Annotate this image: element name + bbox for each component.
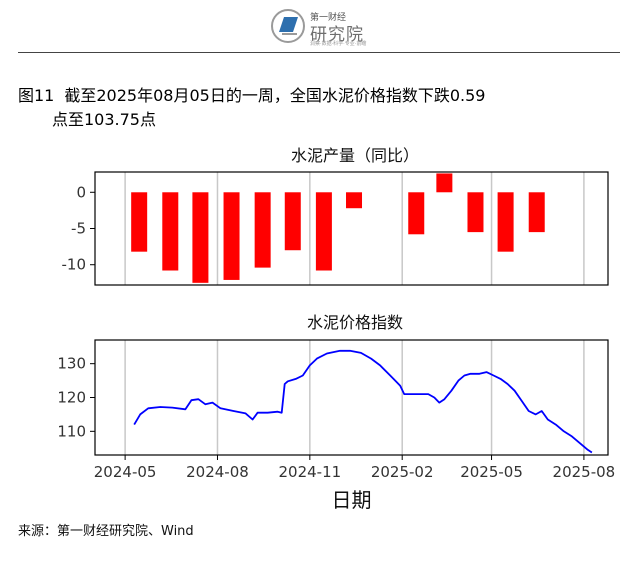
bar-2024-09	[254, 192, 271, 268]
bar-2025-03	[436, 173, 453, 193]
bar-2025-06	[528, 192, 545, 233]
logo-mark-icon	[271, 9, 305, 43]
x-tick-label: 2024-11	[278, 463, 341, 481]
line-chart-title: 水泥价格指数	[306, 313, 403, 332]
bar-y-tick-label: 0	[76, 183, 86, 201]
x-tick-label: 2024-05	[94, 463, 157, 481]
figure-title: 图11 截至2025年08月05日的一周，全国水泥价格指数下跌0.59 点至103…	[18, 84, 485, 132]
bar-y-tick-label: -5	[71, 220, 86, 238]
figure-title-line1: 截至2025年08月05日的一周，全国水泥价格指数下跌0.59	[64, 86, 486, 105]
x-tick-label: 2025-08	[553, 463, 616, 481]
x-tick-label: 2025-02	[371, 463, 434, 481]
bar-2024-07	[192, 192, 209, 283]
source-note: 来源：第一财经研究院、Wind	[18, 524, 194, 539]
line-y-tick-label: 110	[57, 422, 86, 440]
bar-2025-04	[467, 192, 484, 233]
price-index-line	[133, 349, 593, 454]
line-y-tick-label: 120	[57, 389, 86, 407]
bar-chart-title: 水泥产量（同比）	[290, 146, 419, 165]
bar-2024-10	[284, 192, 301, 251]
x-tick-label: 2024-08	[186, 463, 249, 481]
bar-2024-08	[223, 192, 240, 280]
bar-2025-05	[497, 192, 514, 252]
bar-2024-11	[315, 192, 332, 271]
bar-2024-06	[162, 192, 179, 271]
figure-label: 图11	[18, 86, 55, 105]
logo-sub-text: 洞察·数据·科学·专业·前瞻	[310, 41, 367, 47]
bar-2025-02	[408, 192, 425, 235]
logo-top-text: 第一财经	[310, 13, 347, 23]
x-axis-label: 日期	[332, 488, 372, 512]
logo: 第一财经 研究院 洞察·数据·科学·专业·前瞻	[270, 4, 410, 50]
x-tick-label: 2025-05	[460, 463, 523, 481]
bar-2024-05	[131, 192, 148, 252]
header-divider	[18, 52, 620, 53]
line-panel-frame	[94, 339, 609, 456]
bar-y-tick-label: -10	[62, 256, 87, 274]
figure-title-line2: 点至103.75点	[52, 110, 156, 129]
logo-main-text: 研究院	[310, 25, 364, 45]
bar-2024-12	[346, 192, 363, 209]
line-y-tick-label: 130	[57, 355, 86, 373]
